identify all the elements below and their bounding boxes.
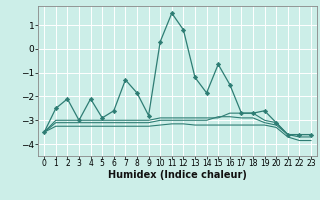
X-axis label: Humidex (Indice chaleur): Humidex (Indice chaleur) — [108, 170, 247, 180]
